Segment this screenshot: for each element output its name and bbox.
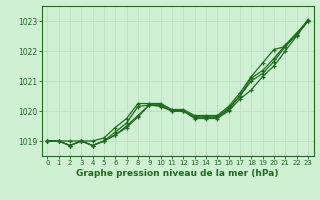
X-axis label: Graphe pression niveau de la mer (hPa): Graphe pression niveau de la mer (hPa) bbox=[76, 169, 279, 178]
